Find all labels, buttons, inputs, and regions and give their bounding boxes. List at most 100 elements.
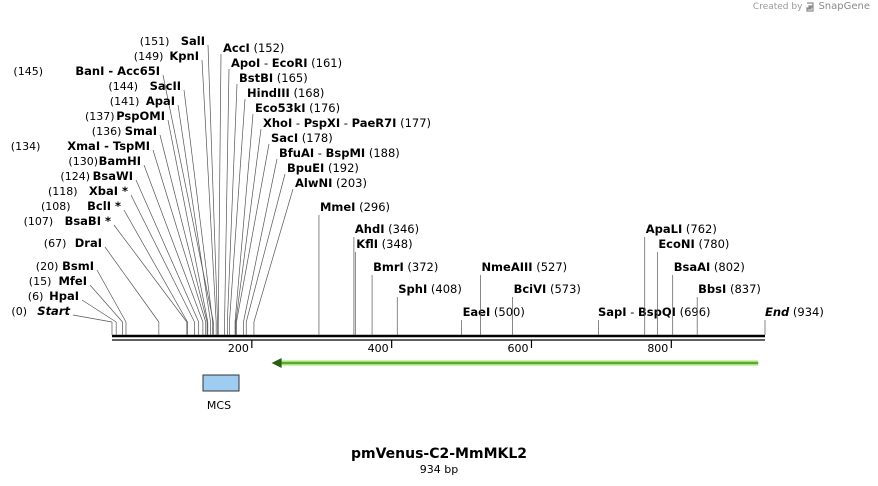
site-connector	[177, 104, 211, 323]
site-connector	[217, 53, 222, 323]
site-text: Eco53kI (176)	[255, 101, 340, 115]
site-label-hindiii: HindIII (168)	[229, 86, 324, 335]
site-separator: -	[260, 56, 271, 70]
site-position: (372)	[404, 260, 439, 274]
site-position: (124)	[60, 170, 90, 183]
site-name: AccI	[223, 41, 250, 55]
credit-label: Created by	[752, 1, 803, 12]
site-name: XbaI *	[89, 184, 128, 198]
site-name: Eco53kI	[255, 101, 306, 115]
site-separator: -	[314, 146, 325, 160]
site-position: (118)	[48, 185, 78, 198]
site-label-bsmi: BsmI(20)	[36, 259, 127, 335]
site-text: SapI - BspQI (696)	[598, 305, 711, 319]
site-label-xmai: XmaI - TspMI (134)	[11, 139, 207, 335]
site-label-bbsi: BbsI (837)	[696, 282, 761, 335]
site-connector	[235, 128, 262, 323]
site-label-ahdi: AhdI (346)	[353, 222, 419, 335]
site-name: ApaI	[146, 94, 175, 108]
site-text: AhdI (346)	[355, 222, 419, 236]
site-label-drai: DraI (67)	[44, 236, 160, 335]
site-text: BbsI (837)	[698, 282, 761, 296]
site-position: (67)	[44, 237, 67, 250]
site-text: NmeAIII (527)	[481, 260, 567, 274]
site-name: HpaI	[49, 289, 79, 303]
site-name: AlwNI	[295, 176, 332, 190]
site-label-eco53ki: Eco53kI (176)	[234, 101, 340, 335]
site-connector	[152, 149, 207, 323]
site-label-apali: ApaLI (762)	[644, 222, 717, 335]
site-connector	[104, 246, 160, 323]
site-position: (176)	[306, 101, 341, 115]
site-name: SapI	[598, 305, 627, 319]
ruler-tick-label: 400	[368, 342, 389, 355]
site-label-bani: BanI - Acc65I (145)	[13, 64, 214, 335]
site-position: (696)	[676, 305, 711, 319]
site-position: (151)	[140, 35, 170, 48]
site-name: EcoNI	[658, 237, 694, 251]
site-connector	[81, 299, 117, 323]
site-label-eaei: EaeI (500)	[461, 305, 525, 335]
site-position: (6)	[28, 290, 44, 303]
site-connector	[183, 89, 214, 323]
site-name: AhdI	[355, 222, 385, 236]
site-position: (408)	[427, 282, 462, 296]
site-text: BfuAI - BspMI (188)	[279, 146, 400, 160]
site-position: (0)	[11, 305, 27, 318]
site-label-bpuei: BpuEI (192)	[245, 161, 359, 335]
site-label-bsabi: BsaBI * (107)	[24, 214, 188, 335]
site-position: (188)	[365, 146, 400, 160]
site-label-bamhi: BamHI(130)	[68, 154, 204, 335]
site-name: SacII	[150, 79, 181, 93]
site-text: AccI (152)	[223, 41, 284, 55]
site-text: End (934)	[765, 305, 824, 319]
site-name: EcoRI	[272, 56, 308, 70]
site-position: (130)	[68, 155, 98, 168]
site-text: ApoI - EcoRI (161)	[231, 56, 342, 70]
orf-arrowhead	[271, 358, 282, 368]
site-name: SphI	[398, 282, 427, 296]
site-text: EcoNI (780)	[658, 237, 729, 251]
site-position: (296)	[355, 200, 390, 214]
site-connector	[113, 224, 188, 323]
site-position: (192)	[324, 161, 359, 175]
site-name: BbsI	[698, 282, 726, 296]
site-position: (527)	[533, 260, 568, 274]
site-connector	[130, 194, 195, 323]
site-connector	[143, 164, 204, 323]
site-position: (178)	[298, 131, 333, 145]
site-separator: -	[292, 116, 303, 130]
credit-brand: SnapGene	[818, 1, 870, 12]
site-position: (780)	[695, 237, 730, 251]
site-position: (346)	[385, 222, 420, 236]
site-label-econi: EcoNI (780)	[656, 237, 729, 335]
site-name: SmaI	[125, 124, 157, 138]
site-label-sacii: SacII (144)	[108, 79, 214, 335]
site-position: (168)	[290, 86, 325, 100]
site-connector	[243, 158, 278, 323]
site-position: (934)	[789, 305, 824, 319]
site-label-bsawi: BsaWI(124)	[60, 169, 200, 335]
site-name: BanI - Acc65I	[75, 64, 160, 78]
site-position: (136)	[92, 125, 122, 138]
site-connector	[96, 269, 127, 323]
snapgene-credit: Created by SnapGene	[753, 1, 870, 12]
site-label-sphi: SphI (408)	[396, 282, 462, 335]
site-separator: -	[340, 116, 351, 130]
site-position: (837)	[726, 282, 761, 296]
site-position: (573)	[546, 282, 581, 296]
site-label-bsaai: BsaAI (802)	[672, 260, 745, 335]
site-position: (177)	[396, 116, 431, 130]
site-position: (165)	[273, 71, 308, 85]
snapgene-logo-icon	[806, 1, 815, 12]
site-position: (161)	[308, 56, 343, 70]
site-position: (500)	[490, 305, 525, 319]
site-label-mmei: MmeI (296)	[318, 200, 390, 335]
site-text: BciVI (573)	[514, 282, 581, 296]
site-label-pspomi: PspOMI(137)	[85, 109, 209, 335]
site-position: (108)	[41, 200, 71, 213]
site-name: BamHI	[99, 154, 141, 168]
site-label-xhoi: XhoI - PspXI - PaeR7I (177)	[235, 116, 431, 335]
site-label-hpai: HpaI (6)	[28, 289, 117, 335]
site-connector	[135, 179, 200, 323]
